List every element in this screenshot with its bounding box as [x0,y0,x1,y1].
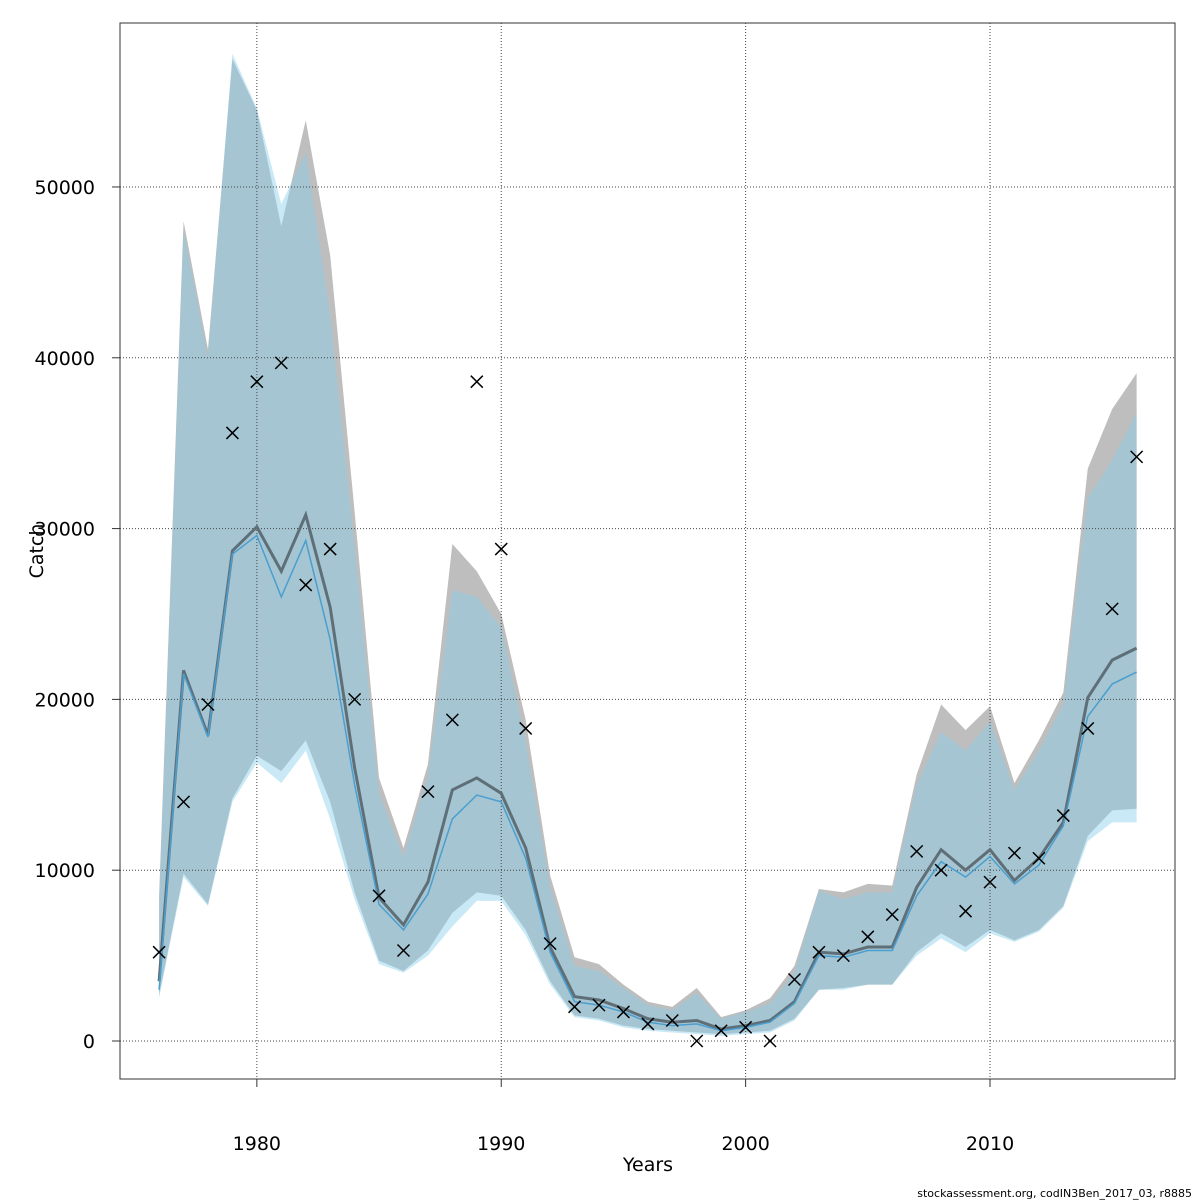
observation [959,904,973,918]
x-tick-label: 2000 [721,1133,769,1155]
x-axis-label: Years [622,1154,673,1176]
observation [836,949,850,963]
y-tick-label: 30000 [35,519,95,541]
median-line [158,534,1137,1032]
observation [934,863,948,877]
observation [592,998,606,1012]
observation [665,1013,679,1028]
observation [274,356,288,370]
observation [787,972,802,987]
observation [177,795,191,809]
observation [250,375,264,389]
observation [690,1034,704,1048]
observation [641,1017,655,1031]
x-tick-label: 2010 [966,1133,1014,1155]
observation [323,542,337,556]
observation [1081,721,1095,735]
observation [494,542,508,556]
observation [470,375,484,389]
observation [519,721,533,735]
y-tick-label: 20000 [35,689,95,711]
observation [910,844,924,858]
plot-frame [119,22,1176,1080]
observation [1032,851,1046,865]
confidence-band [159,53,1137,1036]
observation [1130,450,1144,464]
observation [1007,846,1021,860]
x-tick-label: 1980 [233,1133,281,1155]
observation [396,943,411,957]
observation [201,697,215,712]
median-line [157,510,1138,1031]
footer: stockassessment.org, codIN3Ben_2017_03, … [917,1187,1192,1200]
observation [299,578,313,592]
y-tick-label: 0 [83,1031,95,1053]
observation [152,945,166,959]
observation [1056,809,1070,823]
y-tick-label: 40000 [35,348,95,370]
y-tick-label: 50000 [35,177,95,199]
observation [568,1000,582,1014]
observation [225,426,239,440]
y-axis-label: Catch [26,524,48,579]
observation [983,875,997,889]
confidence-band [159,58,1137,1035]
observation [348,692,362,706]
observation [812,945,826,959]
observation [616,1005,630,1019]
observation [739,1020,753,1034]
observation [714,1024,728,1038]
observation [372,889,386,903]
y-tick-label: 10000 [35,860,95,882]
observation [421,785,435,799]
observation [885,908,899,922]
observation [861,930,875,944]
observation [445,713,459,727]
observation [1105,602,1119,616]
observation [763,1034,777,1048]
observation [543,937,557,951]
x-tick-label: 1990 [477,1133,525,1155]
